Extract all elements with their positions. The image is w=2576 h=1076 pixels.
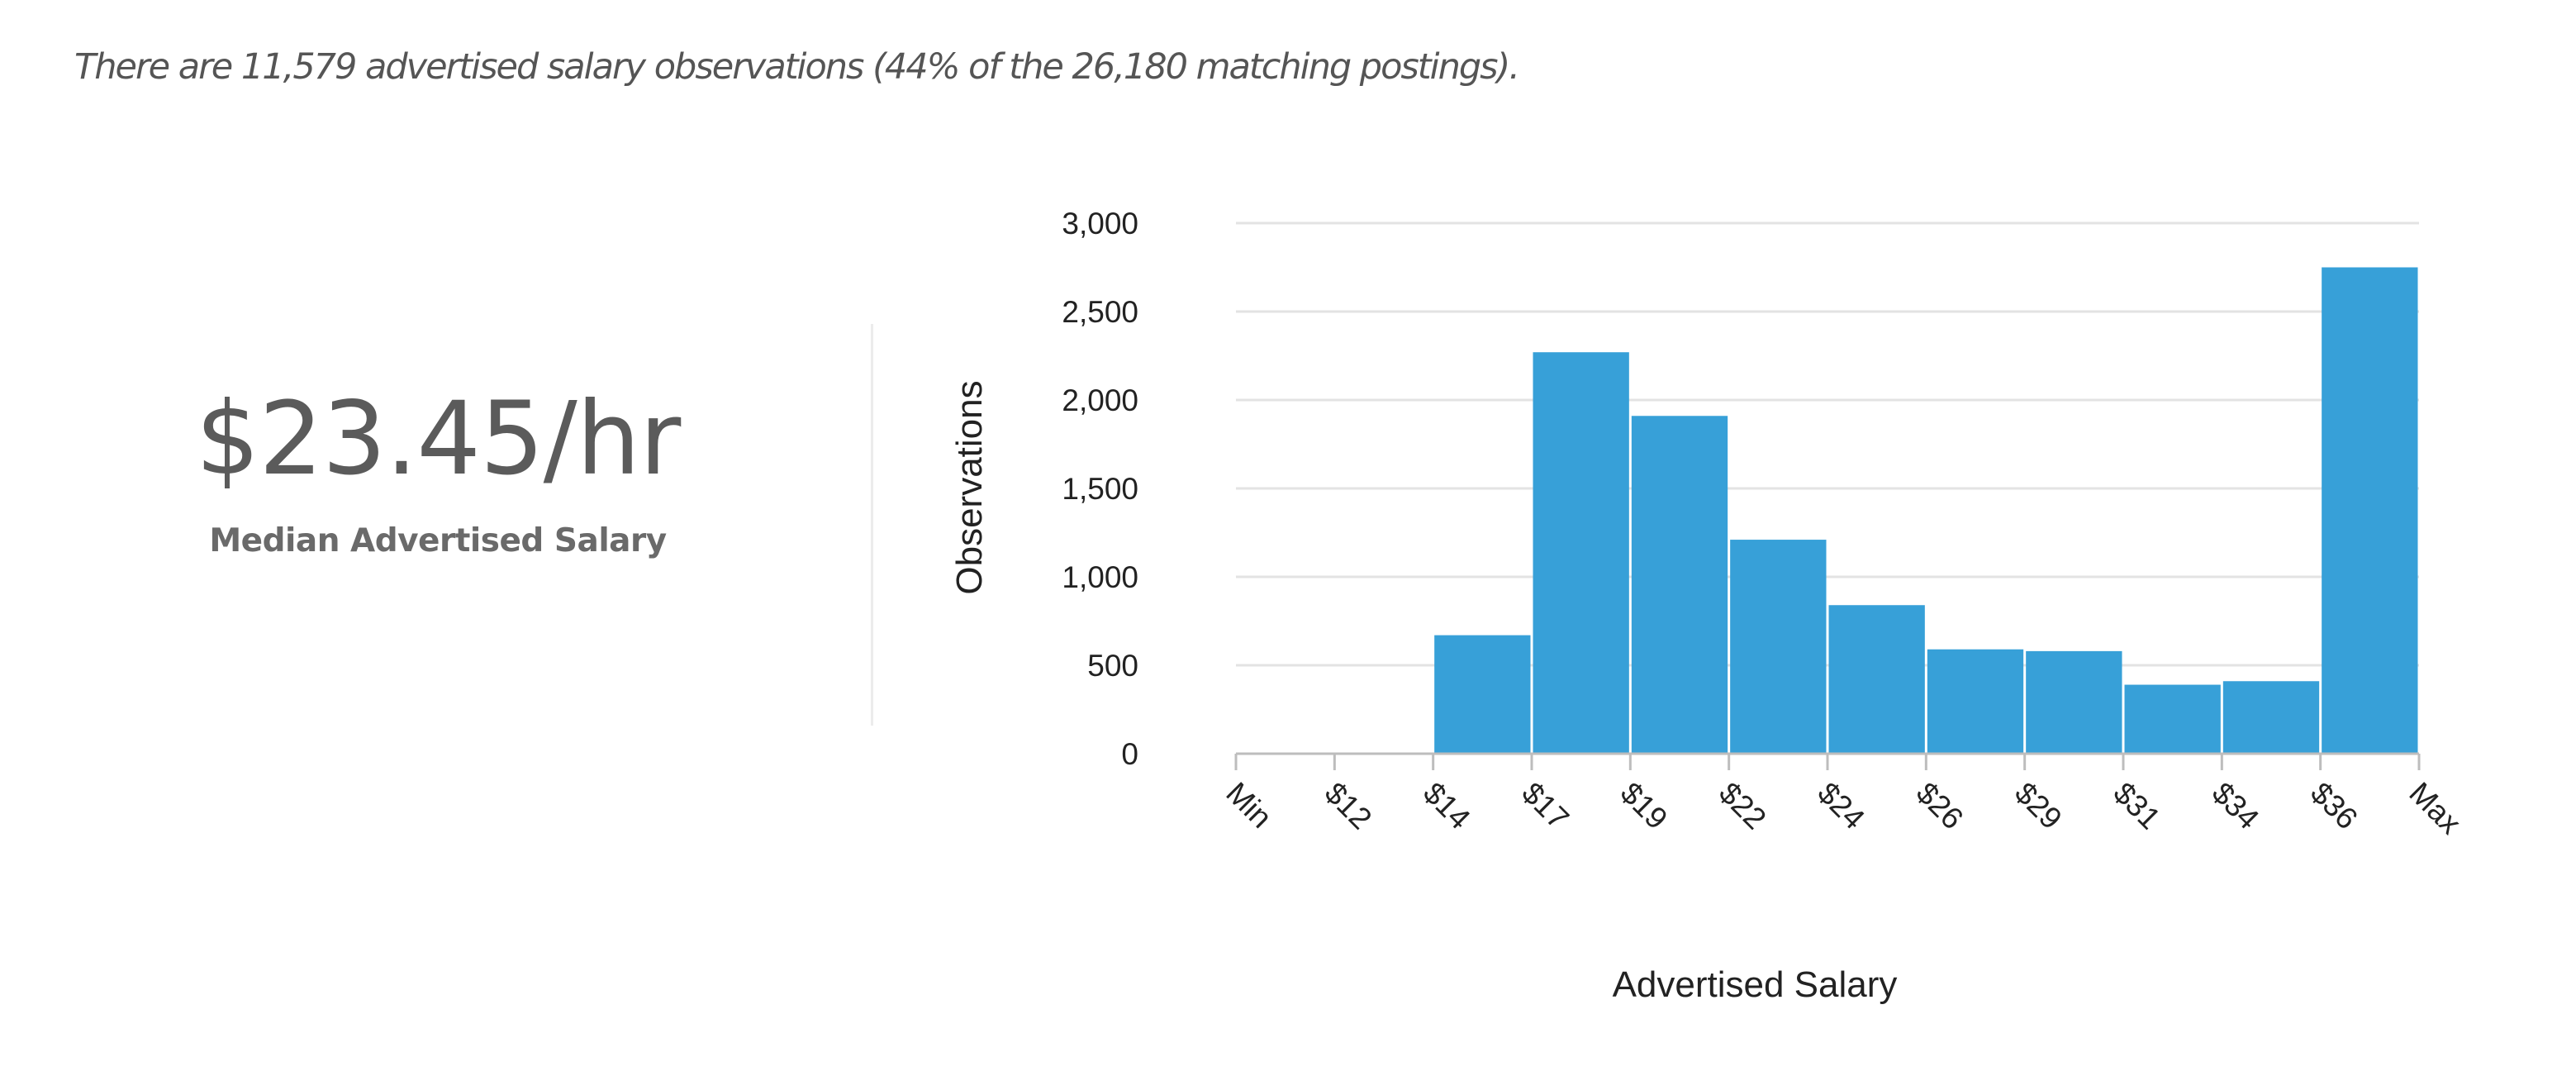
x-tick-label: $36 [2304, 776, 2365, 836]
median-salary-value: $23.45/hr [195, 380, 681, 498]
histogram-bar [1730, 540, 1827, 754]
y-axis-ticks: 0 500 1,000 1,500 2,000 2,500 3,000 [1062, 207, 1138, 771]
x-tick-label: $12 [1319, 776, 1379, 836]
x-tick-label: $14 [1417, 776, 1477, 836]
y-axis-title: Observations [949, 380, 990, 594]
x-tick-label: $19 [1614, 776, 1675, 836]
histogram-bar [1828, 605, 1925, 754]
x-tick-label: $26 [1910, 776, 1970, 836]
grid-lines [1236, 221, 2419, 667]
y-tick-label: 0 [1121, 737, 1138, 771]
x-axis [1234, 752, 2421, 770]
x-tick-label: $22 [1713, 776, 1773, 836]
histogram-bar [1533, 352, 1629, 754]
median-salary-block: $23.45/hr Median Advertised Salary [173, 388, 702, 559]
x-tick-label: $17 [1515, 776, 1576, 836]
y-tick-label: 1,500 [1062, 472, 1138, 506]
x-tick-label: $31 [2107, 776, 2167, 836]
x-tick-label: $34 [2206, 776, 2266, 836]
x-tick-label: $24 [1811, 776, 1871, 836]
histogram-bar [1434, 635, 1531, 754]
histogram-bar [2026, 650, 2122, 754]
histogram-bar [2222, 681, 2320, 754]
y-tick-label: 3,000 [1062, 207, 1138, 240]
x-tick-label: Min [1219, 776, 1278, 835]
y-tick-label: 2,500 [1062, 295, 1138, 329]
histogram-bar [2322, 267, 2418, 754]
vertical-divider [871, 324, 873, 726]
x-axis-title: Advertised Salary [1613, 964, 1898, 1005]
x-tick-label: Max [2403, 776, 2468, 841]
y-tick-label: 2,000 [1062, 383, 1138, 417]
median-salary-label: Median Advertised Salary [209, 522, 667, 559]
histogram-bar [2124, 684, 2221, 754]
x-tick-label: $29 [2008, 776, 2069, 836]
x-axis-ticks: Min $12 $14 $17 $19 $22 $24 $26 $29 $31 $34 $36 Max [1219, 776, 2468, 841]
bars [1434, 267, 2418, 754]
histogram-bar [1631, 416, 1728, 754]
y-tick-label: 1,000 [1062, 560, 1138, 594]
y-tick-label: 500 [1087, 649, 1138, 683]
histogram-bar [1927, 649, 2024, 754]
summary-text: There are 11,579 advertised salary obser… [74, 46, 1520, 88]
